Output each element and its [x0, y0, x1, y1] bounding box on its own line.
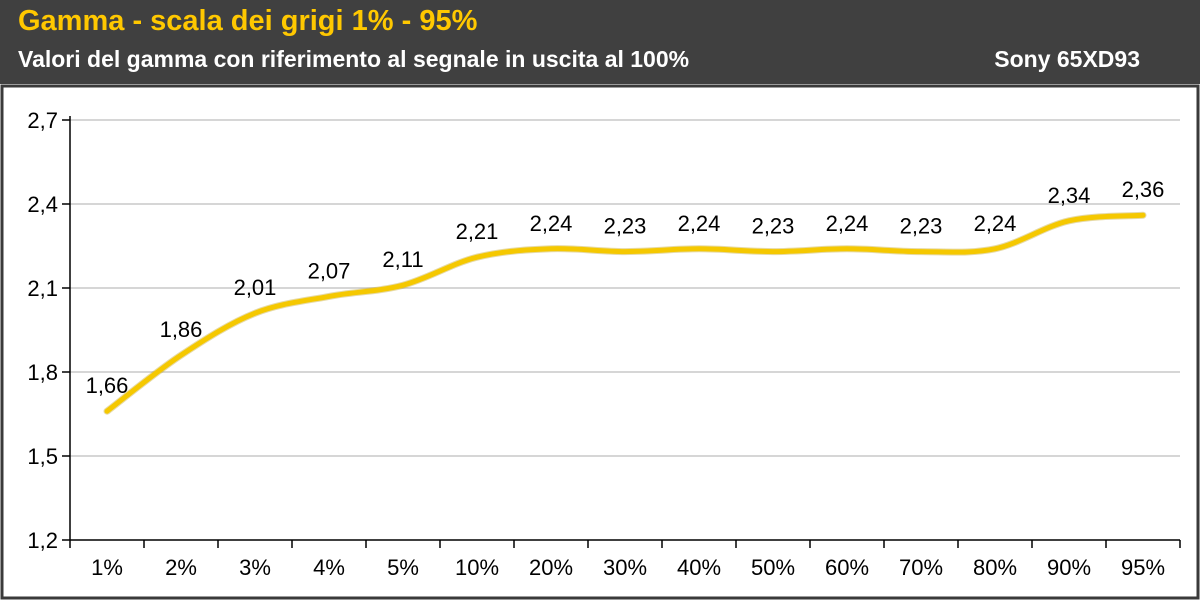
data-point: [623, 249, 627, 254]
data-label: 2,11: [382, 247, 423, 272]
data-label: 2,34: [1048, 183, 1091, 208]
data-label: 2,21: [456, 219, 499, 244]
x-tick-label: 10%: [455, 555, 499, 580]
y-tick-label: 1,2: [27, 528, 58, 553]
data-point: [1141, 213, 1145, 218]
series-layer: [103, 211, 1147, 415]
y-tick-label: 2,4: [27, 192, 58, 217]
x-tick-label: 90%: [1047, 555, 1091, 580]
data-point: [401, 283, 405, 288]
data-label: 2,07: [308, 258, 351, 283]
data-point: [475, 255, 479, 260]
plot-area: 1,2 1,5 1,8 2,1 2,4 2,7 1% 2% 3% 4% 5% 10% 20% 30% 40%…: [0, 84, 1200, 600]
data-label: 2,24: [678, 211, 721, 236]
data-point: [771, 249, 775, 254]
data-label: 2,23: [604, 214, 647, 239]
data-label: 2,24: [974, 211, 1017, 236]
data-label: 2,24: [826, 211, 869, 236]
gamma-line-chart: 1,2 1,5 1,8 2,1 2,4 2,7 1% 2% 3% 4% 5% 10% 20% 30% 40%…: [0, 84, 1200, 600]
data-point: [179, 353, 183, 358]
y-tick-label: 2,1: [27, 276, 58, 301]
chart-subtitle: Valori del gamma con riferimento al segn…: [18, 46, 690, 72]
x-tick-label: 50%: [751, 555, 795, 580]
y-tick-label: 1,5: [27, 444, 58, 469]
data-point: [549, 246, 553, 251]
data-point: [845, 246, 849, 251]
x-tick-label: 95%: [1121, 555, 1165, 580]
data-label: 2,36: [1122, 177, 1165, 202]
data-point: [1067, 218, 1071, 223]
data-point: [993, 246, 997, 251]
data-point: [327, 294, 331, 299]
data-label: 2,01: [234, 275, 277, 300]
x-tick-label: 20%: [529, 555, 573, 580]
data-label: 2,23: [900, 214, 943, 239]
x-tick-label: 60%: [825, 555, 869, 580]
x-tick-label: 80%: [973, 555, 1017, 580]
chart-title: Gamma - scala dei grigi 1% - 95%: [18, 5, 478, 37]
x-tick-label: 1%: [91, 555, 123, 580]
x-tick-label: 5%: [387, 555, 419, 580]
data-point: [105, 409, 109, 414]
x-tick-label: 30%: [603, 555, 647, 580]
x-tick-label: 40%: [677, 555, 721, 580]
x-tick-label: 4%: [313, 555, 345, 580]
data-label: 1,86: [160, 317, 203, 342]
data-point: [919, 249, 923, 254]
data-labels: 1,66 1,86 2,01 2,07 2,11 2,21 2,24 2,23 2,24 2,23…: [86, 177, 1165, 398]
tv-model-label: Sony 65XD93: [994, 46, 1140, 72]
data-label: 1,66: [86, 373, 129, 398]
grid-lines: [70, 119, 1180, 457]
data-point: [697, 246, 701, 251]
y-tick-label: 1,8: [27, 360, 58, 385]
axes: 1,2 1,5 1,8 2,1 2,4 2,7 1% 2% 3% 4% 5% 10% 20% 30% 40%…: [27, 108, 1181, 580]
chart-header: Gamma - scala dei grigi 1% - 95% Valori …: [0, 0, 1200, 84]
data-point: [253, 311, 257, 316]
data-label: 2,24: [530, 211, 573, 236]
y-tick-label: 2,7: [27, 108, 58, 133]
x-tick-label: 3%: [239, 555, 271, 580]
data-label: 2,23: [752, 214, 795, 239]
x-tick-label: 70%: [899, 555, 943, 580]
x-tick-label: 2%: [165, 555, 197, 580]
